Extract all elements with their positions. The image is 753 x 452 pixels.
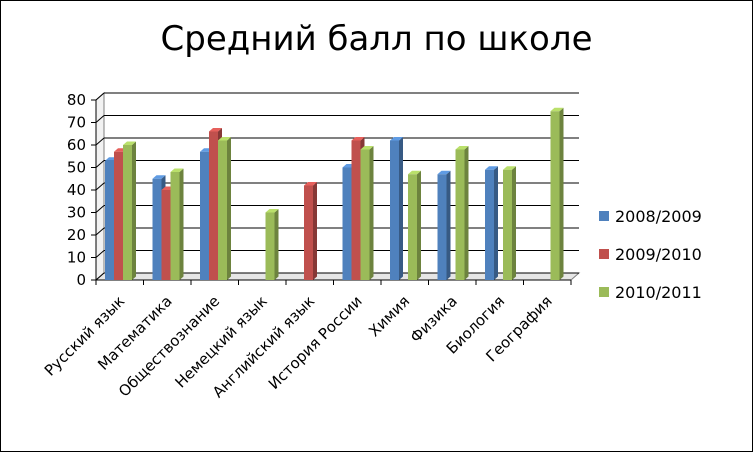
bar-top-20102011-6 xyxy=(408,170,421,175)
category-label-0: Русский язык xyxy=(41,292,128,379)
bar-top-20082009-7 xyxy=(437,170,451,175)
y-tick-label: 70 xyxy=(67,114,86,132)
bar-top-20102011-2 xyxy=(218,137,231,141)
bar-20092010-0 xyxy=(114,151,123,280)
bar-top-20102011-5 xyxy=(360,146,374,150)
bar-20082009-7 xyxy=(437,174,447,280)
gridline-diag xyxy=(95,205,105,213)
bar-20102011-6 xyxy=(408,174,417,280)
bar-side-20102011-8 xyxy=(512,166,516,280)
bar-20102011-5 xyxy=(360,149,370,280)
bar-side-20102011-7 xyxy=(464,146,469,280)
bar-20082009-6 xyxy=(390,140,399,280)
bar-side-20102011-2 xyxy=(227,137,231,280)
y-tick-label: 50 xyxy=(67,159,86,177)
bar-side-20102011-0 xyxy=(132,141,136,280)
bar-side-20102011-9 xyxy=(559,107,564,280)
bar-20102011-7 xyxy=(455,149,465,280)
bar-20102011-8 xyxy=(503,169,512,280)
legend-swatch-2 xyxy=(599,287,609,297)
bar-side-20102011-5 xyxy=(369,146,374,280)
legend-swatch-1 xyxy=(599,249,609,259)
gridline-diag xyxy=(95,92,105,101)
bar-20082009-2 xyxy=(200,151,209,280)
bar-20102011-2 xyxy=(218,140,227,280)
y-tick-label: 30 xyxy=(67,204,86,222)
bar-top-20102011-3 xyxy=(265,209,279,213)
bar-20092010-5 xyxy=(351,140,361,280)
bar-20102011-9 xyxy=(550,111,560,280)
bar-side-20102011-1 xyxy=(179,168,184,280)
gridline-diag xyxy=(95,137,105,146)
y-tick-label: 10 xyxy=(67,249,86,267)
bar-top-20082009-8 xyxy=(485,166,498,170)
bar-top-20102011-7 xyxy=(455,146,469,150)
bar-top-20092010-5 xyxy=(351,137,365,141)
y-tick-label: 0 xyxy=(76,271,86,289)
gridline-diag xyxy=(95,250,105,258)
bar-top-20102011-0 xyxy=(123,141,136,145)
bar-top-20102011-1 xyxy=(170,168,184,172)
bar-side-20082009-7 xyxy=(446,170,451,280)
bar-20082009-8 xyxy=(485,169,494,280)
gridline-diag xyxy=(95,272,105,281)
bar-20082009-5 xyxy=(342,167,352,280)
bar-20082009-1 xyxy=(152,178,162,280)
y-tick-label: 80 xyxy=(67,91,86,109)
gridline-diag xyxy=(95,227,105,236)
bar-top-20092010-4 xyxy=(304,182,317,186)
bar-top-20102011-9 xyxy=(550,107,564,112)
gridline-diag xyxy=(95,115,105,123)
y-tick-label: 20 xyxy=(67,226,86,244)
bar-20092010-1 xyxy=(161,190,171,280)
bar-top-20092010-2 xyxy=(209,128,222,132)
bar-20092010-2 xyxy=(209,131,218,280)
chart-title: Средний балл по школе xyxy=(160,19,593,59)
legend-label-2: 2010/2011 xyxy=(615,283,702,302)
bar-top-20082009-6 xyxy=(390,137,403,141)
y-tick-label: 60 xyxy=(67,136,86,154)
bar-side-20082009-8 xyxy=(494,166,498,280)
bar-20102011-3 xyxy=(265,212,275,280)
bar-top-20102011-8 xyxy=(503,166,516,170)
gridline-diag xyxy=(95,160,105,168)
bar-20082009-0 xyxy=(105,160,114,280)
bar-side-20102011-3 xyxy=(274,209,279,280)
bar-top-20082009-1 xyxy=(152,175,166,179)
gridline-diag xyxy=(95,182,105,191)
bar-20102011-1 xyxy=(170,172,180,280)
bar-side-20082009-6 xyxy=(399,137,403,280)
bar-side-20092010-4 xyxy=(313,182,317,280)
legend-label-0: 2008/2009 xyxy=(615,207,702,226)
legend-label-1: 2009/2010 xyxy=(615,245,702,264)
legend-swatch-0 xyxy=(599,211,609,221)
y-tick-label: 40 xyxy=(67,181,86,199)
bar-20092010-4 xyxy=(304,185,313,280)
bar-side-20102011-6 xyxy=(417,170,421,280)
bar-20102011-0 xyxy=(123,145,132,280)
